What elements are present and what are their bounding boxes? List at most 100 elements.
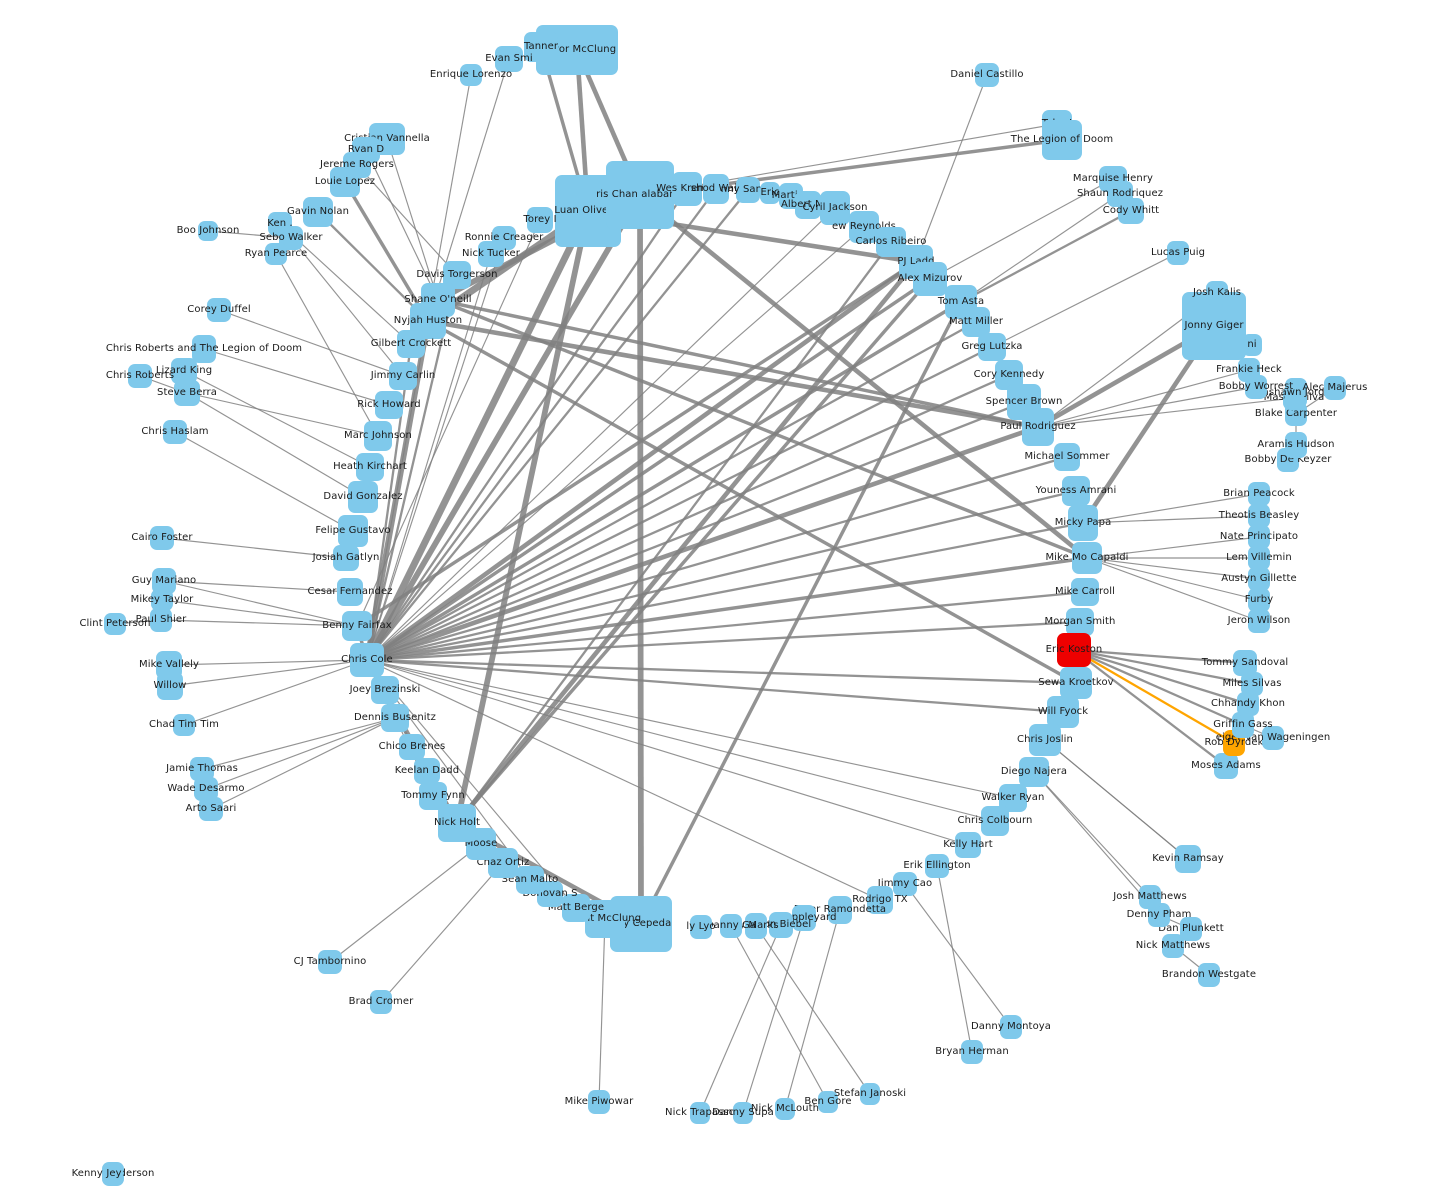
graph-node[interactable] xyxy=(975,63,999,87)
graph-node[interactable] xyxy=(337,578,363,606)
graph-node[interactable] xyxy=(414,758,440,784)
graph-node[interactable] xyxy=(1237,692,1259,716)
graph-node[interactable] xyxy=(925,854,949,878)
graph-node[interactable] xyxy=(1232,712,1254,738)
graph-node[interactable] xyxy=(1139,885,1161,909)
graph-node[interactable] xyxy=(1242,334,1262,356)
graph-node[interactable] xyxy=(775,1098,795,1120)
graph-node[interactable] xyxy=(495,46,523,72)
graph-node[interactable] xyxy=(389,362,417,390)
graph-node[interactable] xyxy=(1206,281,1228,305)
graph-node[interactable] xyxy=(913,262,947,296)
graph-node[interactable] xyxy=(1118,198,1144,224)
graph-node[interactable] xyxy=(397,330,425,358)
graph-node[interactable] xyxy=(265,243,287,265)
graph-node[interactable] xyxy=(350,643,384,677)
graph-node[interactable] xyxy=(1072,542,1102,574)
graph-node[interactable] xyxy=(399,734,425,760)
graph-node[interactable] xyxy=(1071,578,1099,606)
graph-node[interactable] xyxy=(1047,696,1079,728)
graph-node[interactable] xyxy=(524,32,558,62)
graph-node[interactable] xyxy=(795,191,821,219)
graph-node[interactable] xyxy=(745,913,767,939)
graph-node[interactable] xyxy=(1000,1015,1022,1039)
graph-node[interactable] xyxy=(330,167,360,197)
graph-node[interactable] xyxy=(893,872,917,896)
graph-node[interactable] xyxy=(342,611,372,641)
graph-node[interactable] xyxy=(370,990,392,1014)
graph-node[interactable] xyxy=(828,896,852,924)
graph-node[interactable] xyxy=(961,1040,983,1064)
graph-node[interactable] xyxy=(150,526,174,550)
graph-node[interactable] xyxy=(1162,934,1184,958)
graph-node[interactable] xyxy=(818,1091,838,1113)
graph-node[interactable] xyxy=(562,894,590,922)
graph-node[interactable] xyxy=(105,1164,123,1184)
graph-node[interactable] xyxy=(381,704,409,732)
graph-node[interactable] xyxy=(792,905,816,931)
graph-node[interactable] xyxy=(348,481,378,513)
graph-node[interactable] xyxy=(690,1102,710,1124)
graph-node[interactable] xyxy=(736,177,760,203)
graph-node[interactable] xyxy=(769,912,793,938)
graph-node[interactable] xyxy=(527,207,553,233)
graph-node[interactable] xyxy=(1248,567,1270,591)
graph-node[interactable] xyxy=(849,211,879,243)
graph-node[interactable] xyxy=(720,914,742,938)
graph-node[interactable] xyxy=(1241,672,1263,696)
graph-node[interactable] xyxy=(1248,546,1270,570)
graph-node[interactable] xyxy=(820,191,850,225)
graph-node[interactable] xyxy=(1262,726,1284,750)
graph-node[interactable] xyxy=(760,182,780,204)
graph-node[interactable] xyxy=(1029,724,1061,756)
graph-node[interactable] xyxy=(1060,667,1092,699)
graph-node[interactable] xyxy=(338,515,368,547)
graph-node[interactable] xyxy=(1233,650,1257,676)
graph-node[interactable] xyxy=(1066,608,1094,636)
graph-node[interactable] xyxy=(1248,588,1270,612)
graph-node[interactable] xyxy=(157,672,183,700)
graph-node[interactable] xyxy=(1148,903,1170,927)
graph-node[interactable] xyxy=(1214,753,1238,779)
graph-node[interactable] xyxy=(478,241,504,267)
graph-node[interactable] xyxy=(733,1102,753,1124)
graph-node[interactable] xyxy=(207,298,231,322)
graph-node[interactable] xyxy=(1248,609,1270,633)
graph-node[interactable] xyxy=(371,676,399,704)
graph-node[interactable] xyxy=(460,64,482,86)
graph-node[interactable] xyxy=(588,1090,610,1114)
graph-node[interactable] xyxy=(356,453,384,481)
graph-node[interactable] xyxy=(1057,633,1091,667)
graph-node[interactable] xyxy=(703,174,729,204)
graph-node[interactable] xyxy=(1054,443,1080,471)
graph-node[interactable] xyxy=(150,608,172,632)
graph-node[interactable] xyxy=(199,797,223,821)
graph-node[interactable] xyxy=(364,421,392,451)
graph-node[interactable] xyxy=(438,804,476,842)
graph-node[interactable] xyxy=(1022,408,1054,446)
graph-node[interactable] xyxy=(375,391,403,419)
graph-node[interactable] xyxy=(1248,482,1270,506)
graph-node[interactable] xyxy=(585,900,625,938)
graph-node[interactable] xyxy=(163,420,187,444)
graph-node[interactable] xyxy=(955,832,981,858)
graph-node[interactable] xyxy=(1019,757,1049,787)
graph-node[interactable] xyxy=(171,358,197,384)
graph-node[interactable] xyxy=(128,364,152,388)
graph-node[interactable] xyxy=(860,1083,880,1105)
graph-node[interactable] xyxy=(151,589,173,611)
graph-node[interactable] xyxy=(198,221,218,241)
graph-node[interactable] xyxy=(174,380,200,406)
graph-node[interactable] xyxy=(173,714,195,736)
graph-node[interactable] xyxy=(303,197,333,227)
graph-node[interactable] xyxy=(192,335,216,363)
graph-node[interactable] xyxy=(1042,120,1082,160)
graph-node[interactable] xyxy=(1248,525,1270,549)
graph-node[interactable] xyxy=(1238,358,1260,382)
graph-node[interactable] xyxy=(672,172,702,206)
graph-node[interactable] xyxy=(690,915,712,939)
graph-node[interactable] xyxy=(419,782,447,810)
graph-node[interactable] xyxy=(1062,476,1090,506)
graph-node[interactable] xyxy=(1285,378,1307,408)
graph-node[interactable] xyxy=(1068,505,1098,541)
